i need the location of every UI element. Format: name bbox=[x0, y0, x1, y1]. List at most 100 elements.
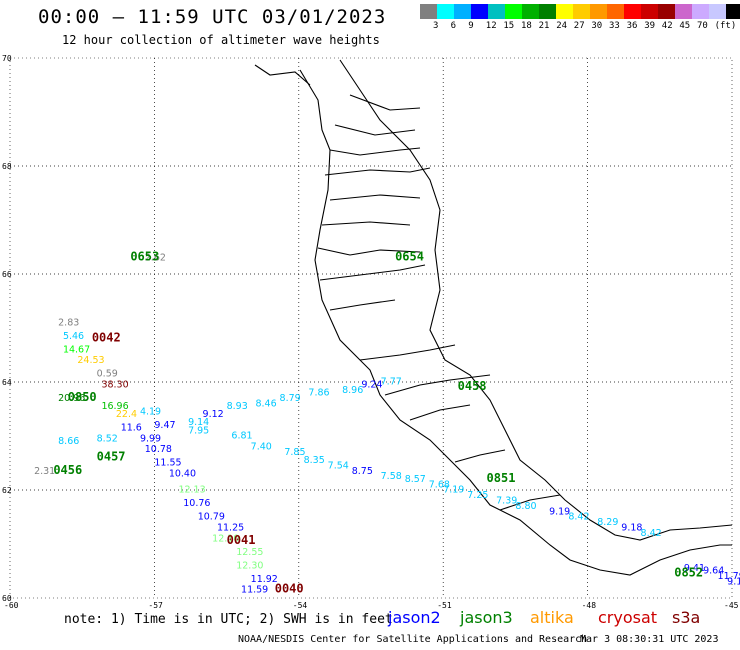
wave-height-label: 38.30 bbox=[101, 379, 128, 390]
color-scale-label: 36 bbox=[626, 21, 638, 31]
wave-height-label: 11.59 bbox=[241, 585, 268, 596]
pass-time-label: 0458 bbox=[458, 379, 487, 393]
wave-height-label: 9.14 bbox=[727, 577, 740, 588]
color-scale-label: 21 bbox=[538, 21, 550, 31]
color-scale-label: 3 bbox=[433, 21, 439, 31]
wave-height-label: 10.40 bbox=[169, 469, 196, 480]
legend-item-cryosat: cryosat bbox=[598, 608, 658, 627]
color-scale-label: 39 bbox=[644, 21, 656, 31]
coastline-segment bbox=[384, 374, 491, 396]
latitude-label: 62 bbox=[2, 486, 12, 495]
color-swatch bbox=[420, 4, 437, 19]
color-swatch bbox=[505, 4, 522, 19]
wave-height-label: 10.78 bbox=[145, 444, 172, 455]
coastline-segment bbox=[329, 194, 421, 201]
coastline-segment bbox=[339, 59, 733, 541]
pass-time-label: 0040 bbox=[275, 582, 304, 596]
color-swatch bbox=[437, 4, 454, 19]
wave-height-label: 4.19 bbox=[140, 406, 161, 417]
pass-time-label: 0041 bbox=[227, 533, 256, 547]
wave-height-label: 9.12 bbox=[203, 409, 224, 420]
color-swatch bbox=[556, 4, 573, 19]
wave-height-label: 8.42 bbox=[568, 512, 589, 523]
coastline-segment bbox=[499, 494, 561, 511]
color-swatch bbox=[573, 4, 590, 19]
wave-height-label: 8.42 bbox=[641, 528, 662, 539]
wave-height-label: 11.6 bbox=[121, 423, 142, 434]
wave-height-label: 7.40 bbox=[251, 442, 272, 453]
wave-height-label: 7.39 bbox=[496, 496, 517, 507]
wave-height-label: 6.81 bbox=[231, 431, 252, 442]
coastline-segment bbox=[349, 94, 421, 111]
greenland-coastline bbox=[254, 59, 733, 576]
wave-height-label: 9.99 bbox=[140, 433, 161, 444]
coastline-segment bbox=[359, 344, 456, 361]
wave-height-label: 9.18 bbox=[621, 523, 642, 534]
wave-height-label: 14.67 bbox=[63, 344, 90, 355]
wave-height-label: 9.14 bbox=[188, 417, 209, 428]
wave-height-label: 2.62 bbox=[145, 253, 166, 264]
wave-height-label: 9.47 bbox=[154, 420, 175, 431]
color-swatch bbox=[709, 4, 726, 19]
color-swatch bbox=[539, 4, 556, 19]
color-scale-labels: 3 6 9 12 15 18 21 24 27 30 33 36 39 42 45 70 (ft) bbox=[420, 19, 740, 33]
wave-height-label: 7.86 bbox=[308, 388, 329, 399]
pass-time-label: 0042 bbox=[92, 331, 121, 345]
map-note: note: 1) Time is in UTC; 2) SWH is in fe… bbox=[64, 612, 393, 627]
wave-height-label: 7.19 bbox=[443, 485, 464, 496]
color-scale-label: 6 bbox=[450, 21, 457, 31]
color-scale-label: 24 bbox=[556, 21, 568, 31]
longitude-label: -54 bbox=[293, 601, 308, 610]
color-swatch bbox=[726, 4, 740, 19]
color-scale-label: 9 bbox=[468, 21, 474, 31]
wave-height-label: 9.19 bbox=[549, 506, 570, 517]
color-swatch bbox=[658, 4, 675, 19]
wave-height-label: 10.76 bbox=[183, 498, 210, 509]
map-frame bbox=[9, 57, 733, 599]
color-scale: 3 6 9 12 15 18 21 24 27 30 33 36 39 42 45 70 (ft) bbox=[420, 4, 740, 33]
wave-height-label: 8.96 bbox=[342, 385, 363, 396]
wave-height-label: 10.79 bbox=[198, 512, 225, 523]
color-swatch bbox=[454, 4, 471, 19]
coastline-segment bbox=[254, 64, 311, 86]
wave-height-label: 22.4 bbox=[116, 409, 137, 420]
wave-height-label: 7.95 bbox=[188, 425, 209, 436]
map-grid bbox=[9, 57, 733, 599]
color-swatch bbox=[471, 4, 488, 19]
color-scale-label: (ft) bbox=[714, 21, 737, 31]
wave-height-label: 9.41 bbox=[684, 563, 705, 574]
wave-height-label: 8.29 bbox=[597, 517, 618, 528]
coastline-segment bbox=[329, 147, 421, 156]
pass-time-label: 0653 bbox=[130, 250, 159, 264]
wave-height-label: 9.64 bbox=[703, 566, 724, 577]
longitude-label: -48 bbox=[582, 601, 597, 610]
coastline-segment bbox=[319, 264, 426, 281]
wave-height-label: 7.54 bbox=[328, 460, 349, 471]
color-scale-label: 33 bbox=[609, 21, 620, 31]
latitude-label: 68 bbox=[2, 162, 12, 171]
wave-height-label: 0.59 bbox=[97, 369, 118, 380]
wave-height-label: 7.58 bbox=[381, 471, 402, 482]
map-subtitle: 12 hour collection of altimeter wave hei… bbox=[62, 33, 380, 47]
wave-height-label: 8.52 bbox=[97, 433, 118, 444]
coastline-segment bbox=[409, 404, 471, 421]
wave-height-label: 12.55 bbox=[236, 547, 263, 558]
color-swatch bbox=[522, 4, 539, 19]
coastline-segment bbox=[454, 449, 506, 463]
footer-timestamp: Mar 3 08:30:31 UTC 2023 bbox=[580, 634, 719, 645]
wave-height-label: 12.10 bbox=[212, 533, 239, 544]
wave-height-label: 7.77 bbox=[381, 377, 402, 388]
wave-height-label: 11.79 bbox=[718, 571, 740, 582]
wave-height-label: 8.57 bbox=[405, 474, 426, 485]
pass-time-label: 0456 bbox=[53, 463, 82, 477]
wave-height-label: 8.46 bbox=[255, 398, 276, 409]
wave-height-label: 12.30 bbox=[236, 560, 263, 571]
wave-height-label: 20.96 bbox=[58, 393, 85, 404]
color-scale-label: 12 bbox=[485, 21, 497, 31]
color-scale-label: 27 bbox=[573, 21, 585, 31]
wave-height-label: 7.85 bbox=[284, 447, 305, 458]
color-scale-label: 18 bbox=[521, 21, 532, 31]
color-swatch bbox=[675, 4, 692, 19]
